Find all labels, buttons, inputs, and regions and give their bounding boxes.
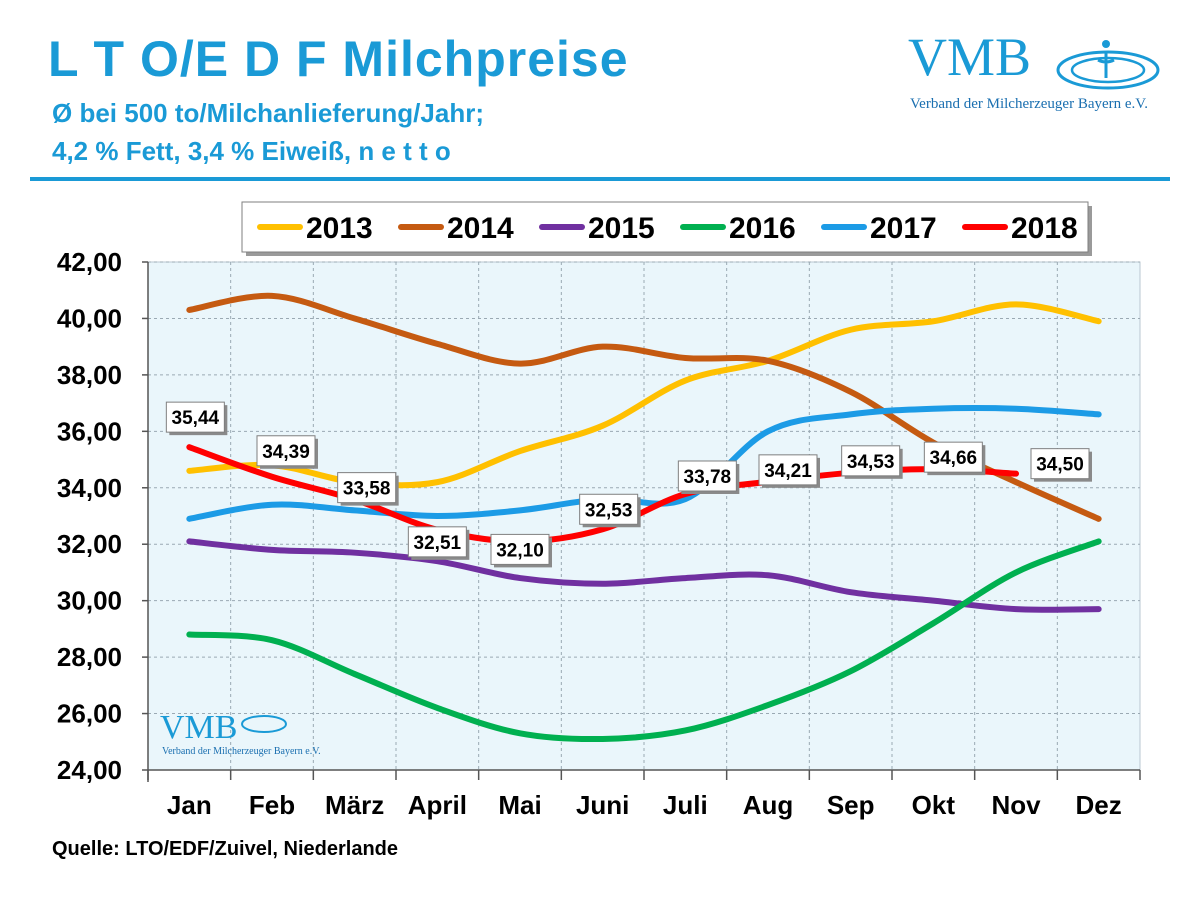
legend-label-2014: 2014: [447, 212, 514, 245]
y-tick-label: 42,00: [57, 247, 122, 277]
data-label: 34,39: [256, 435, 318, 469]
data-label-text: 34,21: [764, 461, 812, 482]
logo-text: VMB: [908, 27, 1032, 87]
legend: [241, 201, 1089, 253]
vmb-logo: VMB Verband der Milcherzeuger Bayern e.V…: [908, 30, 1168, 120]
logo-swirl-icon: [1056, 40, 1160, 90]
data-label-box: [256, 435, 316, 467]
watermark-logo-text: VMB: [160, 709, 237, 746]
data-label-text: 32,51: [414, 533, 462, 554]
data-label-text: 34,53: [847, 452, 895, 473]
data-label-box: [407, 526, 467, 558]
page-title: L T O/E D F Milchpreise: [48, 31, 629, 87]
data-label: 32,10: [490, 533, 552, 568]
milk-price-chart: 24,00 26,00 28,00 30,00 32,00 34,00 36,00 38,00…: [57, 201, 1141, 820]
source-note: Quelle: LTO/EDF/Zuivel, Niederlande: [52, 838, 398, 860]
y-tick-label: 40,00: [57, 303, 122, 333]
data-label-text: 34,66: [930, 448, 978, 469]
data-label-box: [579, 493, 639, 525]
data-label-text: 33,58: [343, 479, 391, 500]
y-tick-label: 38,00: [57, 360, 122, 390]
data-label-box: [1030, 448, 1090, 480]
x-tick-label: Nov: [991, 790, 1041, 820]
data-label: 35,44: [165, 401, 228, 436]
data-label-box: [923, 441, 983, 473]
x-tick-label: Mai: [498, 790, 541, 820]
x-tick-label: Juni: [576, 790, 629, 820]
x-tick-label: Juli: [663, 790, 708, 820]
data-label-box: [490, 533, 550, 565]
watermark-swirl-icon: [241, 715, 287, 733]
header-divider: [30, 177, 1170, 181]
subtitle-line-2: 4,2 % Fett, 3,4 % Eiweiß, n e t t o: [52, 136, 451, 166]
data-label-text: 35,44: [172, 408, 220, 429]
data-label-text: 33,78: [684, 467, 732, 488]
data-label-text: 34,39: [262, 442, 310, 463]
data-label-box: [337, 472, 397, 504]
series-line-2015: [186, 538, 1102, 613]
legend-label-2016: 2016: [729, 212, 796, 245]
x-tick-label: Aug: [743, 790, 794, 820]
x-tick-label: Okt: [912, 790, 956, 820]
x-tick-label: Dez: [1076, 790, 1122, 820]
y-tick-label: 24,00: [57, 755, 122, 785]
data-label: 32,51: [407, 526, 470, 560]
data-label-box: [677, 460, 737, 492]
y-tick-label: 28,00: [57, 642, 122, 672]
data-label-box: [841, 445, 901, 477]
legend-label-2015: 2015: [588, 212, 655, 245]
data-label: 33,58: [337, 472, 399, 506]
data-label: 33,78: [677, 460, 740, 494]
watermark-tagline: Verband der Milcherzeuger Bayern e.V.: [162, 746, 321, 757]
data-label: 34,53: [841, 445, 903, 479]
y-tick-label: 26,00: [57, 699, 122, 729]
x-tick-label: Jan: [167, 790, 212, 820]
x-tick-label: Feb: [249, 790, 295, 820]
data-label: 32,53: [579, 493, 641, 528]
x-tick-label: April: [408, 790, 467, 820]
series-line-2017: [186, 405, 1102, 522]
data-label-box: [165, 401, 225, 433]
logo-tagline: Verband der Milcherzeuger Bayern e.V.: [910, 96, 1148, 112]
data-label: 34,66: [923, 441, 986, 476]
legend-label-2018: 2018: [1011, 212, 1078, 245]
data-label-box: [758, 454, 818, 486]
data-label: 34,21: [758, 454, 820, 488]
data-label-text: 34,50: [1036, 455, 1084, 476]
y-tick-label: 32,00: [57, 529, 122, 559]
y-tick-label: 34,00: [57, 473, 122, 503]
legend-label-2017: 2017: [870, 212, 937, 245]
subtitle-line-1: Ø bei 500 to/Milchanlieferung/Jahr;: [52, 98, 484, 128]
x-tick-label: März: [325, 790, 384, 820]
data-label-text: 32,10: [496, 540, 544, 561]
y-tick-label: 36,00: [57, 416, 122, 446]
data-label-text: 32,53: [585, 500, 633, 521]
y-tick-label: 30,00: [57, 586, 122, 616]
series-line-2016: [186, 538, 1102, 743]
x-tick-label: Sep: [827, 790, 875, 820]
data-label: 34,50: [1030, 448, 1092, 482]
legend-label-2013: 2013: [306, 212, 373, 245]
